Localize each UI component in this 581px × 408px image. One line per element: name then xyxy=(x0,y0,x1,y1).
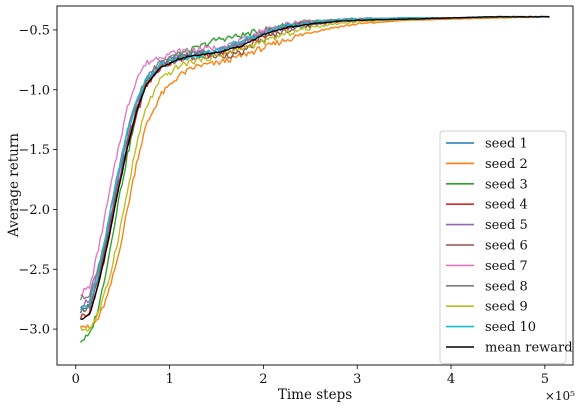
legend-label: seed 3 xyxy=(485,177,528,192)
x-axis: 0 1 2 3 4 5 xyxy=(72,365,549,387)
y-tick-label: −1.5 xyxy=(18,143,50,158)
legend-label: seed 2 xyxy=(485,157,528,172)
legend-label: seed 8 xyxy=(485,279,528,294)
series-line-seed-2 xyxy=(80,15,550,330)
y-tick-label: −2.5 xyxy=(18,263,50,278)
x-axis-offset-label: ×10⁵ xyxy=(545,389,575,403)
y-tick-label: −1.0 xyxy=(18,83,50,98)
x-tick-label: 2 xyxy=(259,372,267,387)
y-tick-label: −2.0 xyxy=(18,203,50,218)
x-tick-label: 0 xyxy=(72,372,80,387)
legend-label: seed 9 xyxy=(485,300,528,315)
x-axis-label: Time steps xyxy=(278,387,352,403)
series-line-mean-reward xyxy=(80,15,550,320)
y-axis: −3.0 −2.5 −2.0 −1.5 −1.0 −0.5 xyxy=(18,23,57,338)
x-tick-label: 4 xyxy=(447,372,455,387)
x-tick-label: 1 xyxy=(165,372,173,387)
x-tick-label: 3 xyxy=(353,372,361,387)
y-axis-label: Average return xyxy=(6,133,22,238)
plot-frame xyxy=(56,5,574,366)
y-tick-label: −3.0 xyxy=(18,323,50,338)
legend-box xyxy=(439,130,567,364)
y-tick-label: −0.5 xyxy=(18,23,50,38)
legend-label: seed 1 xyxy=(485,137,528,152)
series-layer xyxy=(79,15,550,343)
legend: seed 1 seed 2 seed 3 seed 4 seed 5 seed 6 seed… xyxy=(439,130,573,364)
legend-label: seed 4 xyxy=(485,198,528,213)
legend-label: seed 5 xyxy=(485,218,528,233)
legend-label: seed 10 xyxy=(485,320,536,335)
legend-label: seed 7 xyxy=(485,259,528,274)
x-tick-label: 5 xyxy=(541,372,549,387)
legend-label: mean reward xyxy=(485,341,573,356)
legend-label: seed 6 xyxy=(485,239,528,254)
